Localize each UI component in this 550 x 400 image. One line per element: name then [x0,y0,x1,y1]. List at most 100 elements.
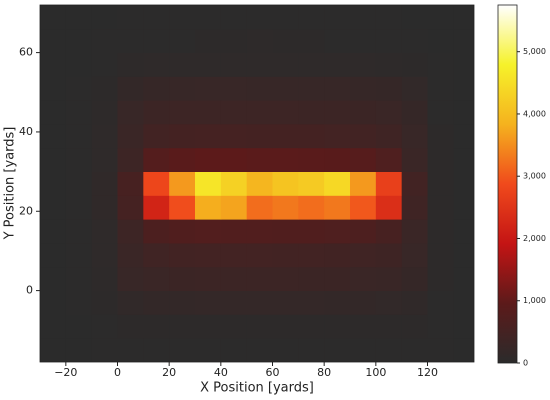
heat-cell [220,52,248,77]
heat-cell [272,243,299,268]
heat-cell [453,314,474,339]
heat-cell [401,290,428,315]
heat-cell [246,124,273,149]
heat-cell [143,266,170,291]
heat-cell [324,76,351,101]
heat-cell [401,314,428,339]
y-tick-label: 40 [19,125,33,138]
heat-cell [143,124,170,149]
heat-cell [324,338,351,362]
heat-cell [91,52,118,77]
plot-frame [39,4,475,363]
y-axis-label: Y Position [yards] [3,127,18,241]
heat-cell [453,219,474,244]
heat-cell [117,5,144,30]
heat-cell [272,28,299,53]
heat-cell [453,28,474,53]
heat-cell [169,219,196,244]
heat-cell [401,52,428,77]
heat-cell [91,100,118,125]
heat-cell [195,195,222,220]
heat-cell [220,100,248,125]
heat-cell [220,195,248,220]
heat-cell [220,290,248,315]
heat-cell [220,266,248,291]
colorbar-tick-label: 0 [523,359,528,368]
heat-cell [117,76,144,101]
heat-cell [401,147,428,172]
heat-cell [117,314,144,339]
heat-cell [40,52,67,77]
heat-cell [220,124,248,149]
heat-cell [143,338,170,362]
heat-cell [350,266,377,291]
heat-cell [375,219,403,244]
heat-cell [453,76,474,101]
heat-cell [117,52,144,77]
heat-cell [117,195,144,220]
heat-cell [272,314,299,339]
heat-cell [65,290,93,315]
heat-cell [401,28,428,53]
heat-cell [117,338,144,362]
heat-cell [65,219,93,244]
heat-cell [401,5,428,30]
heat-cell [246,147,273,172]
heat-cell [375,314,403,339]
heat-cell [427,243,454,268]
heat-cell [453,338,474,362]
heat-cell [169,243,196,268]
heat-cell [195,338,222,362]
heat-cell [453,52,474,77]
heat-cell [324,290,351,315]
heat-cell [350,5,377,30]
heat-cell [91,195,118,220]
heat-cell [143,171,170,196]
heat-cell [65,76,93,101]
heat-cell [40,314,67,339]
heat-cell [324,171,351,196]
heat-cell [220,219,248,244]
heat-cell [65,52,93,77]
heat-cell [40,195,67,220]
heat-cell [65,195,93,220]
heat-cell [117,147,144,172]
heat-cell [324,52,351,77]
heat-cell [298,243,325,268]
heat-cell [272,52,299,77]
heat-cell [65,171,93,196]
heat-cell [453,290,474,315]
heat-cell [40,243,67,268]
heat-cell [65,266,93,291]
heat-cell [169,147,196,172]
heat-cell [65,124,93,149]
heat-cell [220,338,248,362]
heat-cell [324,5,351,30]
heat-cell [298,5,325,30]
heat-cell [40,5,67,30]
heat-cell [195,28,222,53]
heat-cell [375,147,403,172]
heat-cell [350,338,377,362]
heat-cell [40,100,67,125]
heat-cell [143,28,170,53]
heat-cell [272,266,299,291]
heat-cell [453,124,474,149]
heat-cell [169,338,196,362]
colorbar-tick-label: 2,000 [523,234,546,243]
heat-cell [375,171,403,196]
heat-cell [91,314,118,339]
heat-cell [298,28,325,53]
heat-cell [195,5,222,30]
heat-cell [246,76,273,101]
heat-cell [117,171,144,196]
x-axis-label: X Position [yards] [200,381,314,396]
heat-cell [195,171,222,196]
heat-cell [324,243,351,268]
heat-cell [143,290,170,315]
heat-cell [143,76,170,101]
heat-cell [143,314,170,339]
heat-cell [246,314,273,339]
heat-cell [453,266,474,291]
